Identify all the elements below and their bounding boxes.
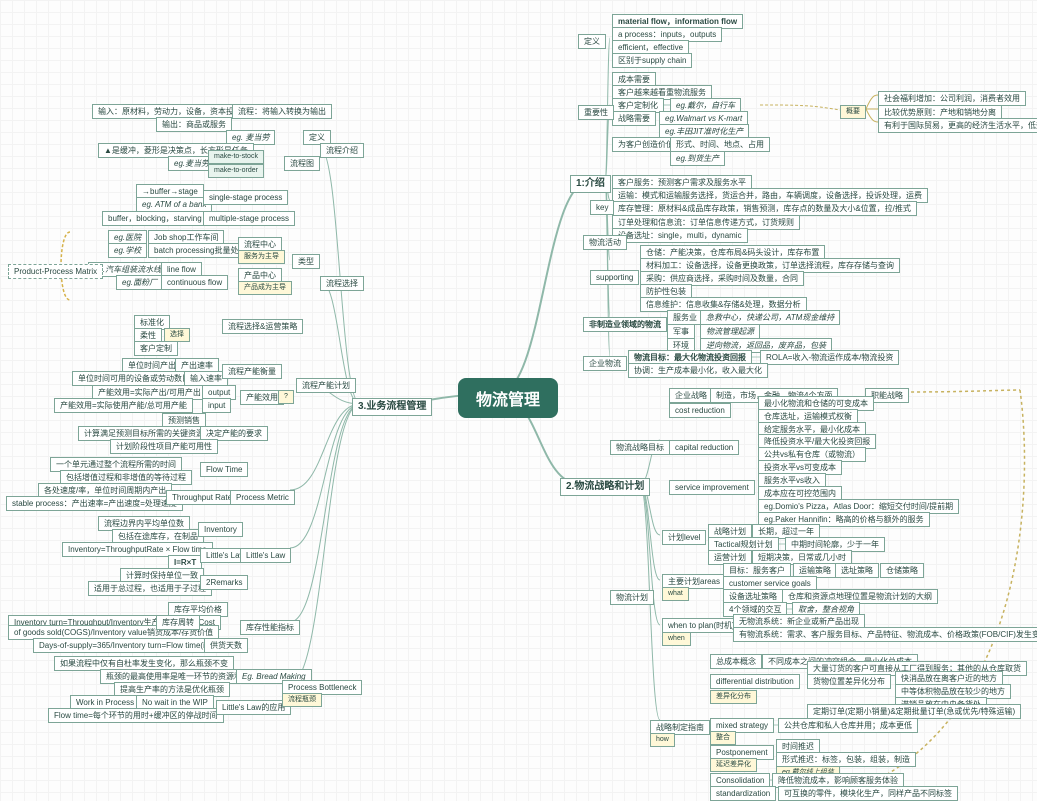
mindmap-node: when to plan(时机) bbox=[662, 618, 741, 633]
mindmap-node: 定义 bbox=[578, 34, 606, 49]
mindmap-node: input bbox=[202, 398, 231, 413]
mindmap-node: 定期订单(定期小销量)&定期批量订单(急或优先/特殊运输) bbox=[807, 704, 1021, 719]
mindmap-node: eg.学校 bbox=[108, 243, 147, 258]
mindmap-node: 延迟差异化 bbox=[710, 758, 757, 772]
mindmap-node: 战略需要 bbox=[612, 111, 656, 126]
mindmap-node: Flow time=每个环节的用时+缓冲区的停战时间 bbox=[48, 708, 224, 723]
branch-node: 1:介绍 bbox=[570, 175, 611, 193]
mindmap-node: continuous flow bbox=[161, 275, 228, 290]
mindmap-node: 有物流系统：需求、客户服务目标、产品特征、物流成本、价格政策(FOB/CIF)发… bbox=[733, 627, 1037, 642]
mindmap-node: stable process：产出速率=产出速度=处理速度 bbox=[6, 496, 183, 511]
mindmap-node: how bbox=[650, 733, 675, 747]
mindmap-node: buffer，blocking，starving bbox=[102, 211, 208, 226]
mindmap-node: 概要 bbox=[840, 105, 866, 119]
mindmap-node: 总成本概念 bbox=[710, 654, 762, 669]
mindmap-node: what bbox=[662, 587, 689, 601]
mindmap-node: 流程产能衡量 bbox=[222, 364, 282, 379]
mindmap-node: 协调：生产成本最小化，收入最大化 bbox=[628, 363, 768, 378]
mindmap-node: Throughput Rate bbox=[166, 490, 238, 505]
mindmap-node: Little's Law的应用 bbox=[216, 700, 291, 715]
mindmap-node: 设备选址：single，multi，dynamic bbox=[612, 228, 748, 243]
mindmap-node: 物流管理起源 bbox=[700, 324, 760, 339]
mindmap-node: 有利于国际贸易，更高的经济生活水平，低效物流的解决 bbox=[878, 118, 1037, 133]
mindmap-node: 服务业 bbox=[667, 310, 703, 325]
mindmap-node: 公共仓库和私人仓库并用；成本更低 bbox=[778, 718, 918, 733]
mindmap-node: 库存管理：原材料&成品库存政策，销售预测，库存点的数量及大小&位置，拉/推式 bbox=[612, 201, 917, 216]
mindmap-node: 急救中心，快递公司，ATM现金维持 bbox=[700, 310, 840, 325]
mindmap-node: supporting bbox=[590, 270, 639, 285]
mindmap-node: 选择 bbox=[164, 328, 190, 342]
mindmap-node: 计划阶段性项目产能可用性 bbox=[110, 439, 218, 454]
mindmap-node: single-stage process bbox=[203, 190, 288, 205]
mindmap-node: 仓储策略 bbox=[880, 563, 924, 578]
mindmap-node: 差异化分布 bbox=[710, 690, 757, 704]
mindmap-node: 重要性 bbox=[578, 105, 614, 120]
mindmap-node: 单位时间可用的设备或劳动数目 bbox=[72, 371, 196, 386]
mindmap-node: eg.到货生产 bbox=[670, 151, 725, 166]
mindmap-node: 物流活动 bbox=[583, 235, 627, 250]
mindmap-node: 可互换的零件，模块化生产，同样产品不同标签 bbox=[778, 786, 958, 801]
mindmap-node: capital reduction bbox=[669, 440, 739, 455]
mindmap-node: 流程：将输入转换为输出 bbox=[232, 104, 332, 119]
mindmap-node: Little's Law bbox=[240, 548, 291, 563]
mindmap-node: cost reduction bbox=[669, 403, 731, 418]
mindmap-node: multiple-stage process bbox=[203, 211, 295, 226]
branch-node: 2.物流战略和计划 bbox=[560, 478, 650, 496]
branch-node: 3.业务流程管理 bbox=[352, 398, 432, 416]
mindmap-node: Inventory bbox=[198, 522, 243, 537]
mindmap-node: 服务为主导 bbox=[238, 250, 285, 264]
mindmap-node: 客户定制 bbox=[134, 341, 178, 356]
mindmap-node: 非制造业领域的物流 bbox=[583, 317, 667, 332]
mindmap-node: 选址策略 bbox=[835, 563, 879, 578]
mindmap-node: 流程图 bbox=[284, 156, 320, 171]
mindmap-node: eg. ATM of a bank bbox=[136, 197, 212, 212]
mindmap-node: standardization bbox=[710, 786, 776, 801]
mindmap-node: 整合 bbox=[710, 731, 736, 745]
mindmap-node: Process Metric bbox=[230, 490, 295, 505]
mindmap-node: 流程选择&运营策略 bbox=[222, 319, 303, 334]
mindmap-node: Product-Process Matrix bbox=[8, 264, 103, 279]
mindmap-node: make-to-stock bbox=[208, 150, 264, 164]
mindmap-node: make-to-order bbox=[208, 164, 264, 178]
mindmap-node: 物流计划 bbox=[610, 590, 654, 605]
mindmap-node: differential distribution bbox=[710, 674, 800, 689]
mindmap-node: service improvement bbox=[669, 480, 755, 495]
mindmap-node: 物流战略目标 bbox=[610, 440, 670, 455]
mindmap-node: 输出：商品或服务 bbox=[156, 117, 232, 132]
mindmap-node: 形式推迟：标签，包装，组装，制造 bbox=[776, 752, 916, 767]
mindmap-node: 库存周转 bbox=[156, 615, 200, 630]
mindmap-node: when bbox=[662, 632, 691, 646]
mindmap-node: Flow Time bbox=[200, 462, 248, 477]
mindmap-node: 社会福利增加：公司利润，消费者效用 bbox=[878, 91, 1026, 106]
mindmap-node: eg.面粉厂 bbox=[116, 275, 163, 290]
mindmap-node: 流程介绍 bbox=[320, 143, 364, 158]
mindmap-node: 2Remarks bbox=[200, 575, 248, 590]
mindmap-node: 区别于supply chain bbox=[612, 53, 692, 68]
mindmap-node: 货物位置差异化分布 bbox=[807, 674, 891, 689]
mindmap-node: 供货天数 bbox=[204, 638, 248, 653]
mindmap-node: 流程选择 bbox=[320, 276, 364, 291]
mindmap-node: 流程产能计划 bbox=[296, 378, 356, 393]
mindmap-node: 流程瓶颈 bbox=[282, 693, 322, 707]
mindmap-node: ROLA=收入-物流运作成本/物流投资 bbox=[760, 350, 899, 365]
mindmap-node: 企业物流 bbox=[583, 356, 627, 371]
mindmap-node: batch processing批量处理 bbox=[148, 243, 252, 258]
mindmap-node: 类型 bbox=[292, 254, 320, 269]
mindmap-node: 形式、时间、地点、占用 bbox=[670, 137, 770, 152]
mindmap-node: 产能效用=实际使用产能/总可用产能 bbox=[54, 398, 193, 413]
mindmap-node: 库存性能指标 bbox=[240, 620, 300, 635]
mindmap-node: key bbox=[590, 200, 614, 215]
mindmap-node: 计划level bbox=[662, 530, 706, 545]
mindmap-node: ? bbox=[278, 390, 294, 404]
mindmap-node: 企业战略 bbox=[669, 388, 713, 403]
mindmap-node: 军事 bbox=[667, 324, 695, 339]
mindmap-node: 产品成为主导 bbox=[238, 281, 292, 295]
mindmap-node: 适用于总过程，也适用于子过程 bbox=[88, 581, 212, 596]
mindmap-center: 物流管理 bbox=[458, 378, 558, 418]
